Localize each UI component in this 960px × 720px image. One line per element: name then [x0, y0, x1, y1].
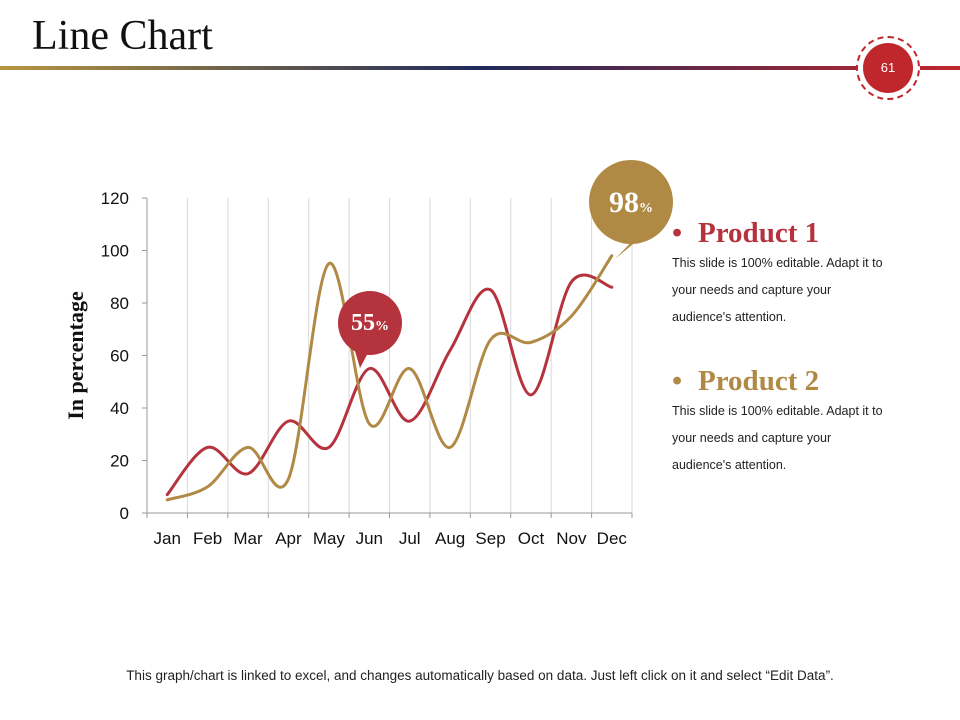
callout-product2-dec: 98%	[589, 160, 673, 260]
legend-series-name: Product 1	[698, 217, 820, 249]
y-tick-label: 60	[110, 347, 129, 366]
page-number-badge: 61	[856, 36, 920, 100]
legend-description-line: audience's attention.	[672, 310, 787, 324]
x-tick-label: May	[313, 529, 346, 548]
callout-value: 55	[351, 310, 375, 336]
y-tick-label: 100	[101, 242, 129, 261]
x-tick-label: Jul	[399, 529, 421, 548]
callout-unit: %	[639, 201, 653, 216]
series-line-product-1	[165, 273, 614, 497]
slide-title: Line Chart	[32, 13, 213, 59]
bullet-icon: •	[672, 365, 683, 397]
legend-description-line: your needs and capture your	[672, 283, 832, 297]
callout-value: 98	[609, 186, 639, 219]
series-line-product-2	[165, 254, 614, 502]
x-tick-label: Mar	[233, 529, 263, 548]
legend-description-line: This slide is 100% editable. Adapt it to	[672, 404, 883, 418]
legend-description-line: audience's attention.	[672, 458, 787, 472]
y-tick-label: 80	[110, 294, 129, 313]
legend-product1: • Product 1 This slide is 100% editable. …	[672, 216, 942, 331]
callout-product1-jun: 55%	[338, 291, 402, 369]
x-tick-label: Nov	[556, 529, 587, 548]
x-tick-label: Sep	[475, 529, 505, 548]
y-tick-label: 120	[101, 189, 129, 208]
title-divider	[0, 66, 960, 70]
legend-title: • Product 1	[672, 216, 942, 250]
y-tick-label: 20	[110, 452, 129, 471]
y-tick-label: 0	[120, 504, 129, 523]
x-tick-label: Jun	[356, 529, 383, 548]
legend-description: This slide is 100% editable. Adapt it to…	[672, 250, 942, 331]
x-tick-label: Jan	[153, 529, 180, 548]
x-tick-label: Apr	[275, 529, 302, 548]
legend-description-line: your needs and capture your	[672, 431, 832, 445]
callout-unit: %	[375, 319, 389, 334]
line-chart: 0 20 40 60 80 100 120 Jan Feb Mar Apr May Jun Jul Aug S…	[63, 189, 633, 548]
legend-description: This slide is 100% editable. Adapt it to…	[672, 398, 942, 479]
y-tick-label: 40	[110, 399, 129, 418]
x-tick-label: Dec	[597, 529, 628, 548]
page-number: 61	[863, 43, 913, 93]
x-tick-label: Oct	[518, 529, 545, 548]
bullet-icon: •	[672, 217, 683, 249]
legend-title: • Product 2	[672, 364, 942, 398]
legend-series-name: Product 2	[698, 365, 820, 397]
y-axis-title: In percentage	[63, 291, 88, 420]
footer-note: This graph/chart is linked to excel, and…	[126, 668, 834, 683]
x-tick-label: Feb	[193, 529, 222, 548]
legend-product2: • Product 2 This slide is 100% editable. …	[672, 364, 942, 479]
legend-description-line: This slide is 100% editable. Adapt it to	[672, 256, 883, 270]
x-tick-label: Aug	[435, 529, 465, 548]
callout-bubble: 98%	[589, 160, 673, 244]
callout-bubble: 55%	[338, 291, 402, 355]
